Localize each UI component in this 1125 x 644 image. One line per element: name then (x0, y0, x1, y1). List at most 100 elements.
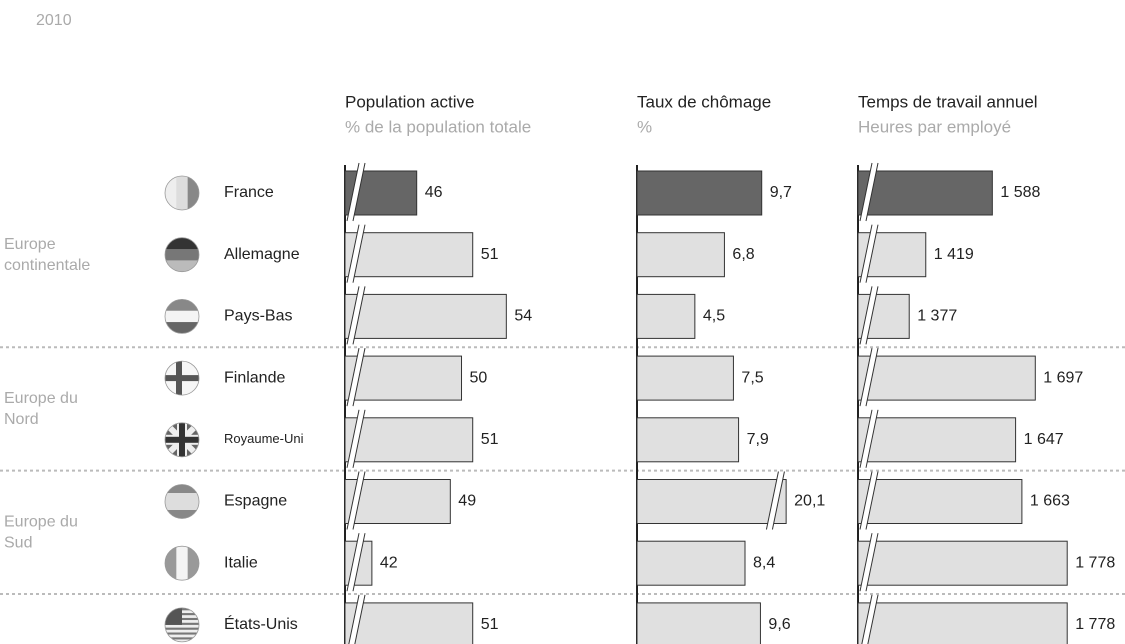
bar (636, 293, 696, 339)
value-label: 7,5 (741, 369, 763, 386)
flag (165, 237, 199, 272)
break-mark (865, 162, 879, 222)
break-mark (354, 594, 366, 644)
country-name: France (224, 184, 274, 201)
break-mark (865, 224, 879, 283)
break-mark (865, 533, 879, 592)
group-label: Nord (4, 411, 39, 428)
break-mark (346, 347, 360, 407)
country-name: Pays-Bas (224, 308, 292, 325)
value-label: 7,9 (747, 431, 769, 448)
panel-subtitle: Heures par employé (858, 117, 1011, 136)
value-label: 6,8 (732, 246, 754, 263)
bar (344, 232, 474, 278)
value-label: 51 (481, 431, 499, 448)
break-mark (352, 347, 366, 407)
flag-stripe (187, 546, 199, 581)
break-mark (861, 594, 873, 644)
flag (165, 176, 199, 210)
panel-title: Population active (345, 92, 474, 111)
panel-subtitle: % de la population totale (345, 117, 531, 136)
flag-shade (164, 360, 200, 396)
bar (344, 479, 451, 524)
break-mark (859, 471, 873, 530)
flag-stripe (165, 629, 199, 633)
value-label: 4,5 (703, 308, 725, 325)
value-label: 1 419 (934, 246, 974, 263)
break-mark (867, 594, 879, 644)
break-mark (865, 347, 879, 407)
flag-stripe (165, 627, 199, 631)
bar (344, 417, 474, 463)
country-name: Italie (224, 554, 258, 571)
flag-stripe (176, 546, 189, 581)
break-mark (346, 409, 360, 468)
break-mark (865, 409, 879, 468)
break-gap (347, 224, 365, 283)
value-label: 1 588 (1000, 184, 1040, 201)
country-name: Finlande (224, 369, 285, 386)
break-mark (859, 286, 873, 345)
flag-shade (164, 237, 200, 273)
break-mark (352, 471, 366, 530)
flag-shade (164, 484, 200, 519)
flag-stripe (176, 361, 182, 396)
value-label: 54 (514, 308, 532, 325)
flag-shade (164, 175, 200, 211)
flag (165, 546, 199, 581)
value-label: 42 (380, 554, 398, 571)
value-label: 20,1 (794, 493, 825, 510)
break-mark (771, 471, 785, 530)
break-mark (346, 471, 360, 530)
flag-stripe (176, 176, 189, 210)
group-label: Europe du (4, 390, 78, 407)
bar (344, 355, 463, 401)
break-gap (766, 471, 785, 530)
flag-stripe (165, 299, 199, 312)
value-label: 9,7 (770, 184, 792, 201)
value-label: 1 647 (1024, 431, 1064, 448)
bar (344, 293, 507, 339)
break-mark (865, 286, 879, 345)
break-mark (346, 224, 360, 283)
bar (636, 417, 740, 463)
flag-stripe (187, 176, 199, 210)
break-gap (347, 533, 365, 592)
value-label: 1 663 (1030, 493, 1070, 510)
break-gap (860, 471, 878, 530)
break-gap (348, 594, 365, 644)
country-name: Allemagne (224, 246, 300, 263)
flag-stripe (165, 632, 199, 635)
flag-shade (164, 607, 200, 643)
value-label: 49 (458, 493, 476, 510)
break-mark (346, 162, 360, 222)
break-gap (860, 409, 878, 468)
panel-title: Taux de chômage (637, 92, 771, 111)
flag-stripe (165, 493, 199, 510)
value-label: 1 778 (1075, 616, 1115, 633)
break-mark (859, 409, 873, 468)
value-label: 1 778 (1075, 554, 1115, 571)
bar (344, 602, 474, 644)
bar (857, 602, 1068, 644)
break-gap (347, 163, 365, 221)
value-label: 51 (481, 246, 499, 263)
flag-stripe (179, 422, 185, 457)
flag-stripe (165, 639, 199, 642)
group-label: Europe (4, 236, 56, 253)
break-mark (859, 224, 873, 283)
group-label: continentale (4, 257, 90, 274)
flag-stripe (165, 546, 177, 581)
break-mark (765, 471, 779, 530)
flag (165, 422, 199, 457)
break-mark (348, 594, 360, 644)
break-gap (347, 409, 365, 468)
bar (857, 540, 1068, 586)
break-gap (860, 348, 878, 407)
flag-stripe (165, 249, 199, 261)
flag-stripe (165, 260, 199, 272)
flag-stripe (165, 322, 199, 334)
value-label: 51 (481, 616, 499, 633)
break-mark (352, 409, 366, 468)
